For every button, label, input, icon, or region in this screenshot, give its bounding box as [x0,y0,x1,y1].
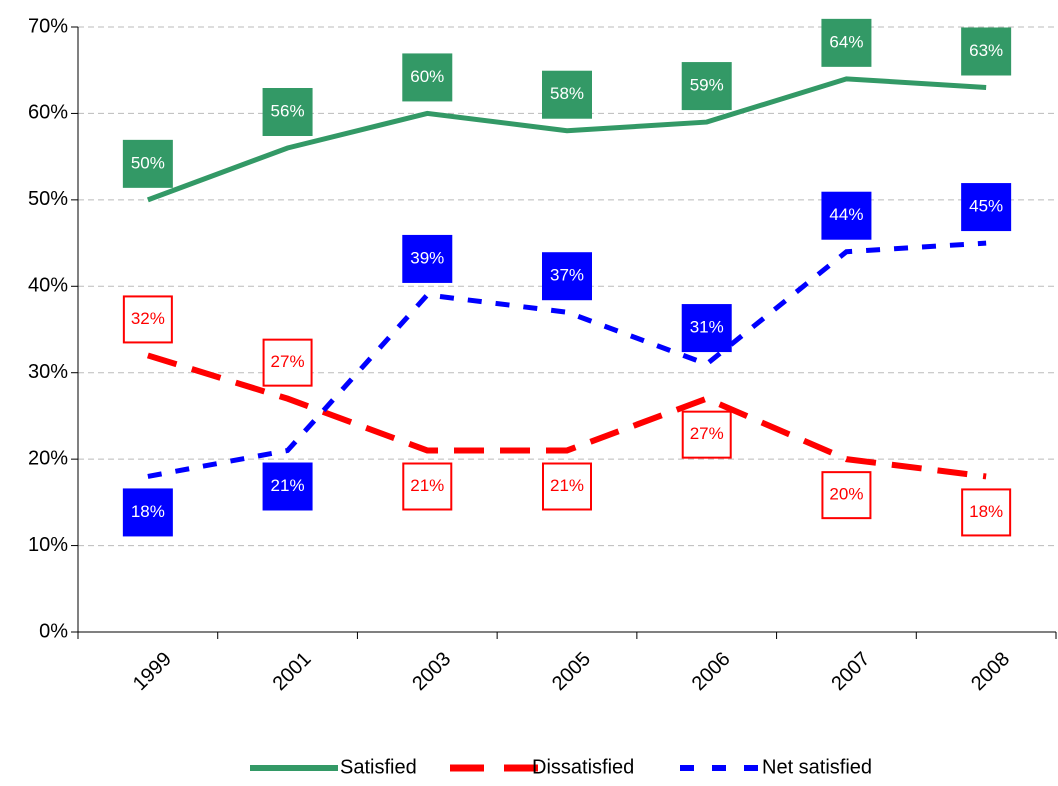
x-tick-label: 2001 [269,648,316,695]
value-label-text: 27% [690,424,724,443]
value-label: 58% [542,70,592,119]
value-label-text: 45% [969,197,1003,216]
value-label: 44% [821,191,872,240]
value-label: 20% [821,471,872,520]
value-label-text: 64% [829,32,863,51]
y-tick-label: 10% [28,534,68,556]
label-box [122,295,173,344]
series-line [146,352,987,480]
value-label: 37% [542,252,592,301]
value-label-text: 56% [271,101,305,120]
label-box [402,53,453,102]
label-box [542,462,592,511]
label-box [961,183,1012,232]
value-label-text: 39% [410,248,444,267]
label-box [122,139,173,188]
series-line [146,76,987,203]
x-tick-label: 2008 [967,648,1014,695]
value-label-text: 18% [969,502,1003,521]
value-label: 60% [402,53,453,102]
label-box [262,338,313,387]
label-box [402,234,453,283]
value-label-text: 31% [690,318,724,337]
value-label-text: 44% [829,205,863,224]
label-box [681,304,732,353]
value-label: 64% [821,18,872,67]
value-label-text: 63% [969,41,1003,60]
label-box [542,252,592,301]
x-tick-label: 2006 [688,648,735,695]
label-box [821,191,872,240]
value-label-text: 21% [550,476,584,495]
label-box [821,471,872,520]
label-box [681,410,732,459]
value-label-text: 58% [550,84,584,103]
value-label: 18% [961,488,1012,537]
legend-label: Net satisfied [762,756,872,778]
x-tick-label: 2007 [827,648,874,695]
value-label: 27% [681,410,732,459]
value-label-text: 50% [131,153,165,172]
value-label-text: 32% [131,309,165,328]
value-label-text: 18% [131,502,165,521]
value-label-text: 59% [690,76,724,95]
value-label: 56% [262,88,313,136]
y-tick-label: 0% [39,620,68,642]
value-label-text: 27% [271,352,305,371]
y-tick-label: 50% [28,188,68,210]
label-box [681,62,732,111]
value-label: 50% [122,139,173,188]
value-label: 21% [262,462,313,511]
value-label-text: 37% [550,266,584,285]
label-box [542,70,592,119]
series-line [147,240,987,479]
y-tick-label: 40% [28,275,68,297]
value-label: 21% [542,462,592,511]
value-label-text: 21% [271,476,305,495]
label-box [961,488,1012,537]
x-tick-label: 2003 [408,648,455,695]
value-label: 39% [402,234,453,283]
value-label-text: 21% [410,476,444,495]
value-label-text: 60% [410,67,444,86]
value-label: 45% [961,183,1012,232]
value-label: 31% [681,304,732,353]
legend-label: Satisfied [340,756,417,778]
label-box [262,88,313,136]
value-label: 21% [402,462,453,511]
y-tick-label: 60% [28,102,68,124]
label-box [122,488,173,537]
y-tick-label: 30% [28,361,68,383]
legend-label: Dissatisfied [532,756,634,778]
value-label-text: 20% [829,485,863,504]
value-label: 59% [681,62,732,111]
label-box [262,462,313,511]
value-label: 32% [122,295,173,344]
label-box [821,18,872,67]
value-label: 27% [262,338,313,387]
value-label: 63% [961,27,1012,76]
y-tick-label: 70% [28,15,68,37]
label-box [961,27,1012,76]
label-box [402,462,453,511]
value-label: 18% [122,488,173,537]
x-tick-label: 2005 [548,648,595,695]
y-tick-label: 20% [28,447,68,469]
x-tick-label: 1999 [129,648,176,695]
